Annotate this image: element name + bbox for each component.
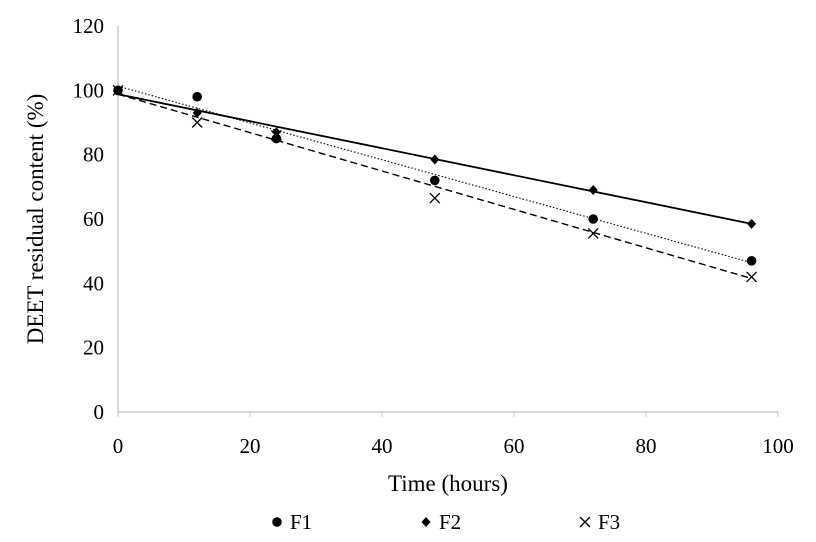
- x-tick-label: 100: [762, 434, 794, 458]
- y-axis-title: DEET residual content (%): [23, 94, 48, 345]
- trendline-f3: [117, 93, 752, 280]
- point-f3: [270, 129, 282, 141]
- legend-marker-f2: [421, 517, 431, 527]
- x-tick-label: 60: [504, 434, 525, 458]
- legend-marker-f1: [272, 517, 282, 527]
- point-f2: [588, 185, 598, 196]
- data-points: [112, 84, 758, 283]
- point-f3: [746, 271, 758, 283]
- axes: 0 20 40 60 80 100 120 0 20 40 60 80 100: [73, 14, 794, 458]
- point-f2: [747, 218, 757, 229]
- trendline-f1: [117, 85, 752, 264]
- point-f3: [587, 228, 599, 239]
- legend-marker-f3: [579, 516, 591, 528]
- point-f1: [746, 256, 757, 266]
- y-tick-label: 100: [73, 78, 105, 102]
- y-tick-label: 60: [83, 207, 104, 231]
- y-tick-label: 0: [94, 400, 105, 424]
- x-tick-label: 80: [636, 434, 657, 458]
- point-f3: [112, 84, 124, 96]
- y-tick-label: 80: [83, 143, 104, 167]
- x-tick-label: 20: [240, 434, 261, 458]
- legend: F1 F2 F3: [272, 510, 620, 534]
- point-f3: [191, 117, 203, 128]
- point-f1: [271, 133, 282, 144]
- y-tick-label: 120: [73, 14, 105, 38]
- point-f3: [429, 192, 441, 204]
- point-f2: [430, 154, 440, 165]
- point-f1: [192, 91, 202, 102]
- x-tick-label: 40: [372, 434, 393, 458]
- legend-label-f3: F3: [598, 510, 620, 534]
- point-f2: [271, 127, 281, 138]
- point-f1: [430, 175, 440, 186]
- point-f1: [588, 214, 598, 224]
- legend-label-f1: F1: [290, 510, 312, 534]
- x-tick-label: 0: [113, 434, 124, 458]
- point-f2: [192, 107, 202, 118]
- legend-label-f2: F2: [439, 510, 461, 534]
- y-tick-label: 40: [83, 271, 104, 295]
- x-axis-title: Time (hours): [388, 471, 508, 496]
- y-tick-label: 20: [83, 336, 104, 360]
